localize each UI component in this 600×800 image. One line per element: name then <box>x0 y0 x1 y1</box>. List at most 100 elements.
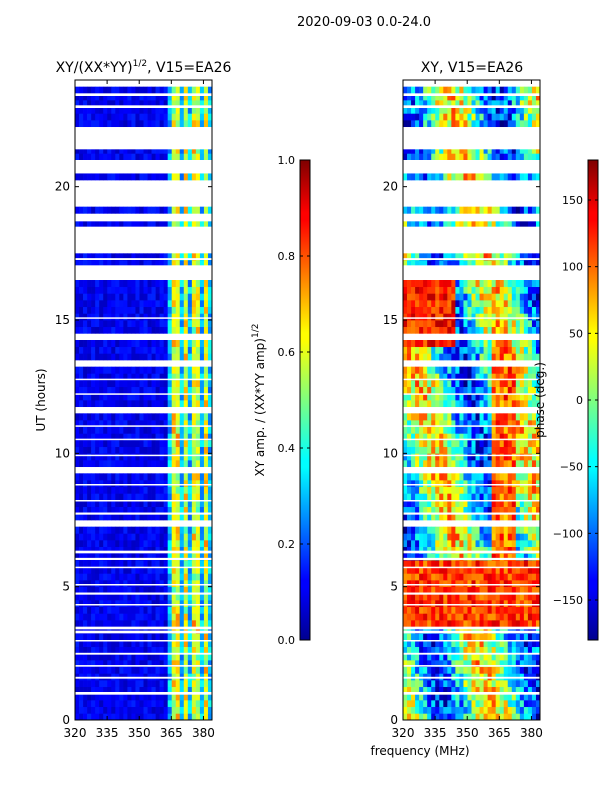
heatmap-cell <box>483 666 488 674</box>
heatmap-cell <box>159 506 164 514</box>
heatmap-cell <box>115 86 120 94</box>
heatmap-cell <box>191 460 197 468</box>
heatmap-cell <box>119 666 124 674</box>
heatmap-cell <box>443 153 448 161</box>
heatmap-cell <box>75 346 80 354</box>
heatmap-cell <box>407 606 412 614</box>
heatmap-cell <box>107 120 112 128</box>
heatmap-cell <box>155 693 160 701</box>
heatmap-cell <box>127 586 132 594</box>
heatmap-cell <box>171 446 177 454</box>
heatmap-cell <box>455 373 460 381</box>
heatmap-cell <box>419 593 424 601</box>
heatmap-cell <box>175 206 181 214</box>
heatmap-cell <box>507 626 513 634</box>
heatmap-cell <box>507 420 513 428</box>
heatmap-cell <box>87 640 92 648</box>
heatmap-cell <box>503 566 509 574</box>
heatmap-cell <box>519 120 525 128</box>
heatmap-cell <box>87 586 92 594</box>
heatmap-cell <box>199 86 205 94</box>
heatmap-cell <box>511 586 517 594</box>
heatmap-cell <box>107 560 112 568</box>
heatmap-cell <box>75 606 80 614</box>
heatmap-cell <box>507 680 513 688</box>
heatmap-cell <box>207 286 213 294</box>
heatmap-cell <box>419 373 424 381</box>
heatmap-cell <box>119 606 124 614</box>
heatmap-cell <box>527 120 533 128</box>
heatmap-cell <box>447 560 452 568</box>
heatmap-cell <box>151 600 156 608</box>
heatmap-cell <box>159 100 164 108</box>
heatmap-cell <box>127 93 132 101</box>
heatmap-cell <box>115 606 120 614</box>
heatmap-cell <box>199 646 205 654</box>
heatmap-cell <box>91 386 96 394</box>
heatmap-cell <box>443 373 448 381</box>
heatmap-cell <box>83 526 88 534</box>
heatmap-cell <box>111 513 116 521</box>
heatmap-cell <box>403 706 408 714</box>
heatmap-cell <box>491 393 497 401</box>
heatmap-cell <box>183 513 189 521</box>
heatmap-cell <box>87 93 92 101</box>
heatmap-cell <box>171 413 177 421</box>
heatmap-cell <box>455 486 460 494</box>
heatmap-cell <box>519 666 525 674</box>
heatmap-cell <box>179 260 185 268</box>
heatmap-cell <box>495 600 501 608</box>
heatmap-cell <box>415 446 420 454</box>
heatmap-cell <box>403 393 408 401</box>
heatmap-cell <box>151 113 156 121</box>
heatmap-cell <box>447 286 452 294</box>
heatmap-cell <box>455 306 460 314</box>
heatmap-cell <box>183 340 189 348</box>
heatmap-cell <box>99 553 104 561</box>
heatmap-cell <box>175 686 181 694</box>
heatmap-cell <box>79 693 84 701</box>
heatmap-cell <box>471 433 476 441</box>
heatmap-cell <box>463 706 468 714</box>
heatmap-cell <box>131 506 136 514</box>
heatmap-cell <box>147 533 152 541</box>
heatmap-cell <box>95 613 100 621</box>
heatmap-cell <box>459 440 464 448</box>
heatmap-cell <box>439 173 444 181</box>
heatmap-cell <box>471 653 476 661</box>
heatmap-cell <box>179 680 185 688</box>
heatmap-cell <box>483 693 488 701</box>
heatmap-cell <box>523 413 529 421</box>
heatmap-cell <box>479 640 484 648</box>
heatmap-cell <box>403 253 408 261</box>
heatmap-cell <box>107 106 112 114</box>
heatmap-cell <box>123 153 128 161</box>
heatmap-cell <box>151 620 156 628</box>
heatmap-cell <box>131 260 136 268</box>
heatmap-cell <box>179 506 185 514</box>
heatmap-cell <box>511 320 517 328</box>
heatmap-cell <box>127 440 132 448</box>
heatmap-cell <box>151 680 156 688</box>
heatmap-cell <box>431 600 436 608</box>
heatmap-cell <box>447 373 452 381</box>
flagged-row <box>75 550 212 554</box>
heatmap-cell <box>199 393 205 401</box>
heatmap-cell <box>411 700 416 708</box>
heatmap-cell <box>439 260 444 268</box>
heatmap-cell <box>515 580 521 588</box>
heatmap-cell <box>407 540 412 548</box>
heatmap-cell <box>463 206 468 214</box>
heatmap-cell <box>183 366 189 374</box>
heatmap-cell <box>447 220 452 228</box>
heatmap-cell <box>135 366 140 374</box>
heatmap-cell <box>151 260 156 268</box>
heatmap-cell <box>531 633 537 641</box>
heatmap-cell <box>471 600 476 608</box>
heatmap-cell <box>415 440 420 448</box>
heatmap-cell <box>531 313 537 321</box>
heatmap-cell <box>171 113 177 121</box>
heatmap-cell <box>163 700 169 708</box>
heatmap-cell <box>123 373 128 381</box>
heatmap-cell <box>535 340 541 348</box>
